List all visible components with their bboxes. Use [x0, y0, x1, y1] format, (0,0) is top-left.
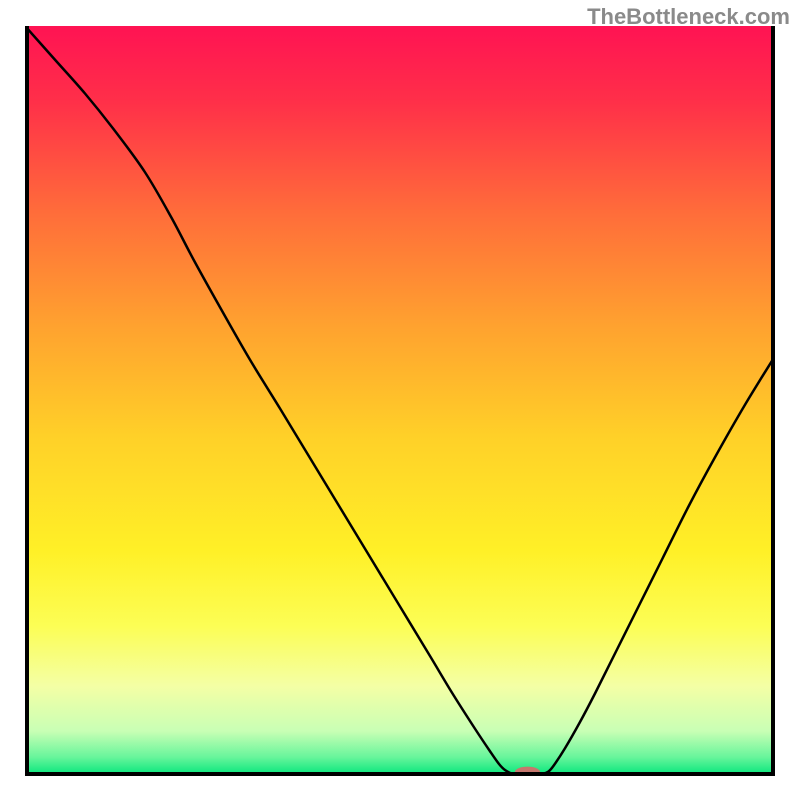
chart-container: TheBottleneck.com: [0, 0, 800, 800]
chart-background: [25, 26, 775, 776]
watermark-text: TheBottleneck.com: [587, 4, 790, 30]
chart-svg: [25, 26, 775, 776]
plot-area: [25, 26, 775, 776]
